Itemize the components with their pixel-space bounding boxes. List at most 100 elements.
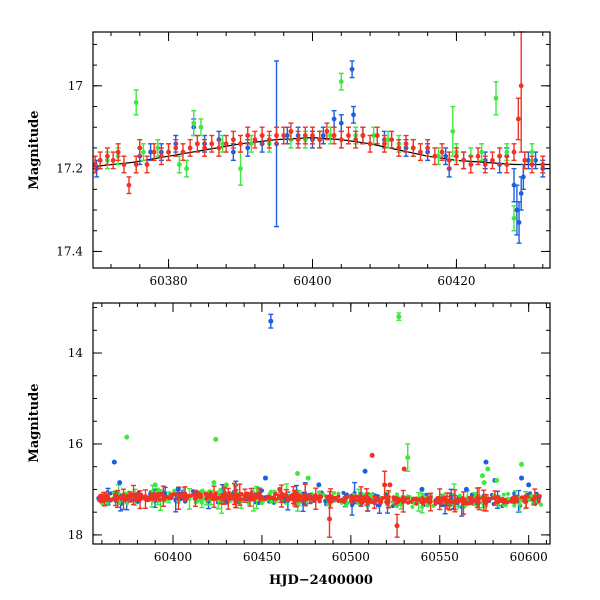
green-data-point — [420, 504, 425, 509]
red-data-point — [529, 162, 535, 167]
red-data-point — [455, 499, 460, 504]
red-data-point — [505, 500, 510, 505]
red-data-point — [297, 493, 302, 498]
green-data-point — [501, 492, 506, 497]
blue-outlier-point — [117, 480, 123, 486]
blue-outlier-point — [519, 475, 525, 481]
top-data-points — [92, 31, 546, 244]
bottom-panel: 60400 60450 60500 60550 60600 14 16 18 Magnitud… — [27, 302, 551, 588]
green-data-point — [504, 149, 510, 155]
green-data-point — [511, 215, 517, 221]
red-data-point — [139, 496, 144, 501]
red-data-point — [259, 496, 264, 501]
blue-data-point — [341, 490, 346, 495]
red-data-point — [151, 149, 157, 155]
red-data-point — [121, 162, 127, 167]
red-data-point — [403, 141, 409, 147]
red-data-point — [182, 491, 187, 496]
top-panel: 60380 60400 60420 17 17.2 17.4 Magnitude — [27, 31, 551, 288]
red-data-point — [115, 496, 120, 501]
x-tick-label: 60550 — [421, 550, 459, 564]
red-data-point — [461, 157, 467, 163]
red-data-point — [242, 497, 247, 502]
green-data-point — [425, 503, 430, 508]
blue-data-point — [331, 116, 337, 122]
red-outlier-point — [277, 486, 283, 492]
red-data-point — [190, 492, 195, 497]
red-data-point — [230, 137, 236, 143]
red-data-point — [473, 499, 478, 504]
red-data-point — [361, 496, 366, 501]
red-data-point — [278, 495, 283, 500]
green-data-point — [198, 124, 204, 130]
green-data-point — [238, 166, 243, 172]
red-data-point — [289, 493, 294, 498]
green-data-point — [248, 141, 254, 147]
blue-data-point — [245, 145, 251, 151]
green-data-point — [496, 503, 501, 508]
red-data-point — [446, 157, 452, 163]
red-data-point — [389, 137, 395, 143]
red-data-point — [489, 496, 494, 501]
top-axis-ticks — [93, 32, 550, 268]
red-data-point — [448, 500, 453, 505]
green-data-point — [394, 492, 399, 497]
red-outlier-point — [394, 523, 400, 529]
red-data-point — [97, 498, 102, 503]
red-data-point — [382, 141, 387, 147]
top-y-axis-title: Magnitude — [27, 110, 42, 189]
green-data-point — [457, 493, 462, 498]
red-data-point — [257, 491, 262, 496]
red-data-point — [252, 495, 257, 500]
red-data-point — [469, 499, 474, 504]
red-data-point — [234, 493, 239, 498]
red-data-point — [338, 137, 344, 143]
red-data-point — [513, 494, 518, 499]
red-data-point — [255, 495, 260, 500]
y-tick-label: 17.2 — [56, 162, 83, 176]
y-tick-label: 14 — [68, 346, 84, 360]
red-data-point — [137, 145, 143, 151]
red-data-point — [535, 494, 540, 499]
red-data-point — [295, 498, 300, 503]
red-data-point — [307, 496, 312, 501]
green-data-point — [176, 162, 182, 167]
green-outlier-point — [405, 455, 411, 461]
green-outlier-point — [494, 477, 500, 483]
red-data-point — [475, 495, 480, 500]
bottom-plot-frame — [92, 302, 551, 545]
red-data-point — [439, 149, 445, 155]
red-data-point — [310, 133, 315, 138]
red-data-point — [365, 495, 370, 500]
green-data-point — [155, 145, 161, 151]
red-outlier-point — [369, 452, 375, 458]
red-data-point — [365, 500, 370, 505]
red-data-point — [511, 149, 517, 155]
red-data-point — [480, 495, 485, 500]
x-tick-label: 60400 — [293, 274, 331, 288]
blue-data-point — [516, 220, 522, 225]
red-data-point — [112, 493, 117, 498]
red-data-point — [311, 496, 316, 501]
red-data-point — [110, 157, 116, 163]
green-data-point — [538, 502, 543, 507]
green-outlier-point — [305, 475, 311, 481]
red-data-point — [266, 137, 272, 143]
red-data-point — [304, 494, 309, 499]
red-data-point — [259, 133, 265, 138]
bottom-y-axis-title: Magnitude — [27, 383, 42, 462]
red-data-point — [208, 491, 213, 496]
red-data-point — [119, 496, 124, 501]
blue-data-point — [511, 182, 517, 188]
green-data-point — [385, 137, 391, 143]
red-data-point — [219, 496, 224, 501]
red-data-point — [159, 491, 164, 496]
red-data-point — [97, 157, 103, 163]
red-data-point — [490, 157, 495, 163]
green-data-point — [269, 499, 274, 504]
green-data-point — [517, 502, 522, 507]
red-data-point — [145, 498, 150, 503]
x-tick-label: 60450 — [243, 550, 281, 564]
red-data-point — [198, 492, 203, 497]
